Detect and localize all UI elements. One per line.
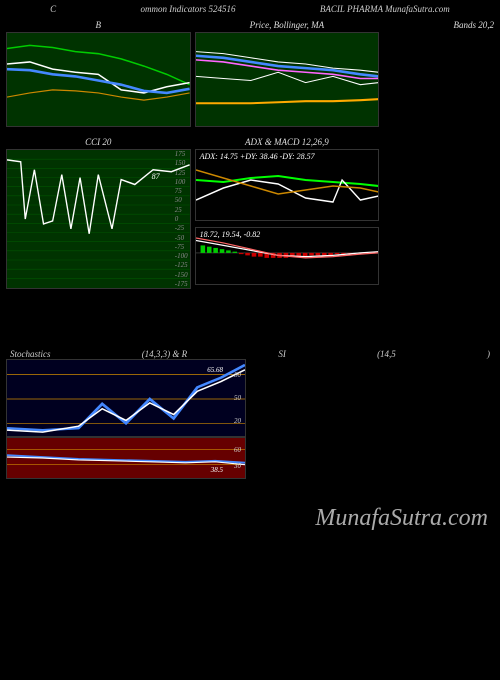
macd-chart: 18.72, 19.54, -0.82 (195, 227, 380, 285)
stoch-label-si: SI (278, 349, 286, 359)
adx-chart: ADX: 14.75 +DY: 38.46 -DY: 28.57 (195, 149, 380, 221)
row-indicators: CCI 20 1751501251007550250-25-50-75-100-… (0, 135, 500, 289)
stoch-top-point: 65.68 (207, 366, 223, 374)
adx-title: ADX & MACD 12,26,9 (195, 135, 380, 149)
stoch-label-mid: (14,3,3) & R (142, 349, 188, 359)
cci-chart: 1751501251007550250-25-50-75-100-125-150… (6, 149, 191, 289)
cci-title: CCI 20 (6, 135, 191, 149)
macd-values: 18.72, 19.54, -0.82 (200, 230, 261, 239)
stoch-top-ticks: 805020 (234, 364, 241, 432)
stoch-label-param: (14,5 (377, 349, 396, 359)
header-right: BACIL PHARMA MunafaSutra.com (320, 4, 450, 14)
stoch-label-close: ) (487, 349, 490, 359)
adx-values: ADX: 14.75 +DY: 38.46 -DY: 28.57 (200, 152, 315, 161)
page-header: C ommon Indicators 524516 BACIL PHARMA M… (0, 0, 500, 18)
row-price: B Price, Bollinger, MA Bands 20,2 (0, 18, 500, 127)
header-left: C (50, 4, 56, 14)
price-left-chart (6, 32, 191, 127)
stoch-bottom-point: 38.5 (211, 466, 223, 474)
price-left-title: B (6, 18, 191, 32)
stoch-bottom-ticks: 6030 (234, 442, 241, 474)
price-mid-title: Price, Bollinger, MA (195, 18, 380, 32)
price-right-chart (195, 32, 380, 127)
stoch-label-left: Stochastics (10, 349, 51, 359)
stoch-bottom-chart: 6030 38.5 (6, 437, 246, 479)
price-bands-title: Bands 20,2 (383, 18, 494, 32)
cci-point-label: 87 (152, 172, 160, 181)
stoch-top-chart: 805020 65.68 (6, 359, 246, 437)
watermark: MunafaSutra.com (315, 505, 488, 532)
stoch-header: Stochastics (14,3,3) & R SI (14,5 ) (0, 349, 500, 359)
header-mid: ommon Indicators 524516 (141, 4, 236, 14)
